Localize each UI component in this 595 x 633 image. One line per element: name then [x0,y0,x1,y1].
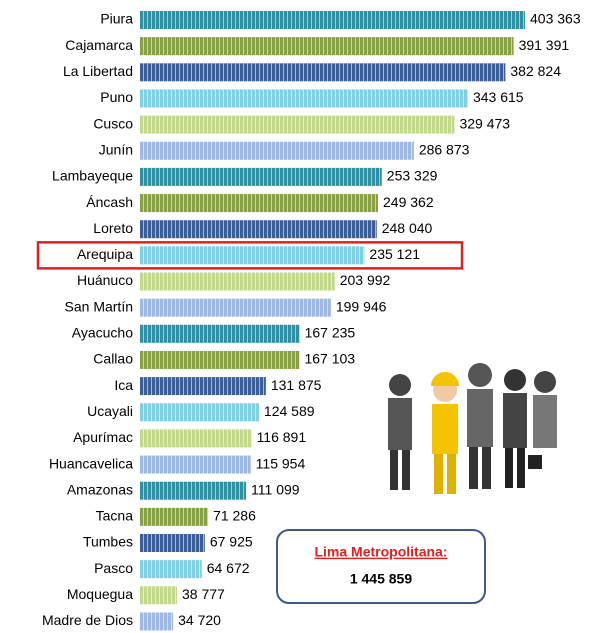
category-label: Ucayali [87,403,133,419]
bar [140,403,259,421]
bar [140,482,246,500]
annotation-label: Lima Metropolitana: [314,544,447,560]
value-label: 167 235 [305,325,356,341]
category-label: Pasco [94,560,133,576]
workers-illustration [388,363,557,494]
bar [140,168,382,186]
value-label: 391 391 [519,37,570,53]
value-label: 115 954 [256,455,306,471]
annotation-value: 1 445 859 [350,571,412,587]
annotation-box [277,530,485,603]
value-label: 116 891 [257,429,307,445]
value-label: 248 040 [382,220,433,236]
value-label: 67 925 [210,534,253,550]
value-label: 131 875 [271,377,322,393]
category-label: Ayacucho [72,325,133,341]
value-label: 124 589 [264,403,315,419]
value-label: 403 363 [530,11,581,27]
category-label: Madre de Dios [42,612,133,628]
category-label: Tacna [96,508,134,524]
bar [140,325,300,343]
category-label: Puno [100,89,133,105]
bar [140,377,266,395]
category-label: Arequipa [77,246,133,262]
bar [140,37,514,55]
value-label: 343 615 [473,89,524,105]
category-label: Junín [99,141,133,157]
value-label: 38 777 [182,586,225,602]
value-label: 249 362 [383,194,434,210]
category-label: Amazonas [67,481,133,497]
value-label: 235 121 [369,246,420,262]
chart: Piura 403 363 Cajamarca 391 391 La Libertad 3… [0,0,595,633]
bar [140,351,299,369]
bar [140,89,468,107]
category-label: Huancavelica [49,455,133,471]
bar [140,116,454,134]
bar [140,456,251,474]
value-label: 64 672 [207,560,250,576]
value-label: 286 873 [419,141,470,157]
value-label: 203 992 [340,272,391,288]
category-label: La Libertad [63,63,133,79]
bar [140,429,252,447]
bar [140,273,335,291]
bar [140,11,525,29]
category-label: Callao [93,351,133,367]
category-label: San Martín [65,298,133,314]
bar [140,299,331,317]
bar [140,246,364,264]
category-label: Piura [100,11,133,27]
category-label: Cusco [93,115,133,131]
value-label: 253 329 [387,168,438,184]
bar [140,220,377,238]
category-label: Áncash [86,194,133,210]
bar [140,560,202,578]
value-label: 199 946 [336,298,387,314]
category-label: Lambayeque [52,168,133,184]
value-label: 329 473 [459,115,510,131]
category-label: Ica [114,377,133,393]
category-label: Loreto [93,220,133,236]
bar [140,612,173,630]
bar [140,142,414,160]
bar [140,508,208,526]
bar [140,194,378,212]
category-label: Cajamarca [65,37,133,53]
value-label: 167 103 [304,351,355,367]
bar [140,63,505,81]
bar [140,586,177,604]
value-label: 111 099 [251,481,300,497]
category-label: Tumbes [83,534,133,550]
value-label: 382 824 [510,63,561,79]
value-label: 34 720 [178,612,221,628]
category-label: Apurímac [73,429,133,445]
category-label: Huánuco [77,272,133,288]
value-label: 71 286 [213,508,256,524]
category-label: Moquegua [67,586,133,602]
bar [140,534,205,552]
